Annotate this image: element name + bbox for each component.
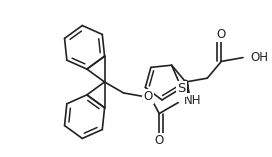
Text: NH: NH	[184, 94, 202, 107]
Text: O: O	[154, 134, 164, 147]
Text: OH: OH	[250, 51, 268, 64]
Text: O: O	[144, 90, 153, 103]
Text: O: O	[217, 28, 226, 41]
Text: S: S	[177, 82, 186, 95]
